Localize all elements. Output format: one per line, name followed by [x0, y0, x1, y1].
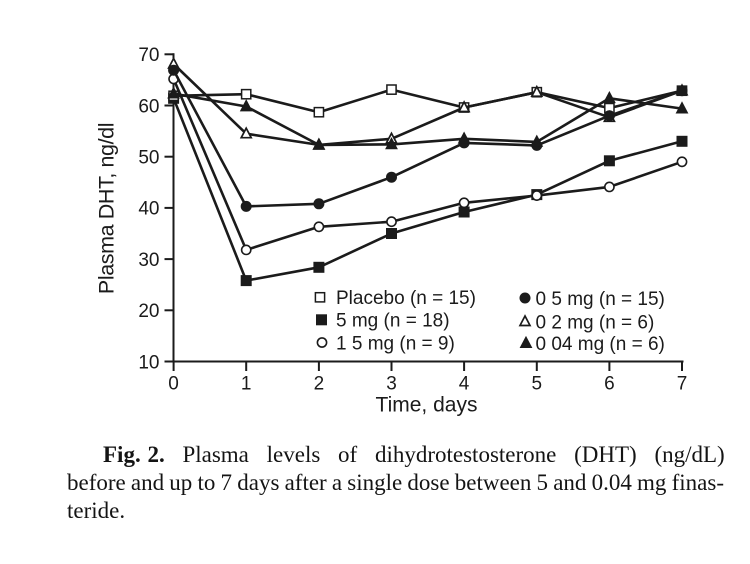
svg-text:5: 5 — [532, 374, 543, 395]
svg-text:70: 70 — [138, 45, 159, 66]
svg-text:30: 30 — [138, 250, 159, 271]
svg-text:2: 2 — [314, 374, 325, 395]
svg-text:0 2 mg (n = 6): 0 2 mg (n = 6) — [536, 312, 655, 333]
svg-text:5 mg (n = 18): 5 mg (n = 18) — [336, 311, 450, 332]
svg-text:1: 1 — [241, 374, 252, 395]
svg-text:6: 6 — [604, 374, 615, 395]
svg-text:0 04 mg (n = 6): 0 04 mg (n = 6) — [536, 334, 665, 355]
svg-text:10: 10 — [138, 352, 159, 373]
svg-text:1 5 mg (n = 9): 1 5 mg (n = 9) — [336, 333, 455, 354]
svg-text:60: 60 — [138, 96, 159, 117]
svg-text:Time, days: Time, days — [376, 394, 478, 417]
svg-text:0 5 mg (n = 15): 0 5 mg (n = 15) — [536, 289, 665, 310]
svg-text:3: 3 — [386, 374, 397, 395]
svg-text:50: 50 — [138, 148, 159, 169]
svg-text:4: 4 — [459, 374, 470, 395]
svg-text:40: 40 — [138, 199, 159, 220]
svg-text:0: 0 — [168, 374, 179, 395]
svg-text:Placebo (n = 15): Placebo (n = 15) — [336, 288, 476, 309]
svg-text:7: 7 — [677, 374, 688, 395]
svg-text:20: 20 — [138, 301, 159, 322]
svg-text:Plasma DHT, ng/dl: Plasma DHT, ng/dl — [95, 123, 119, 294]
